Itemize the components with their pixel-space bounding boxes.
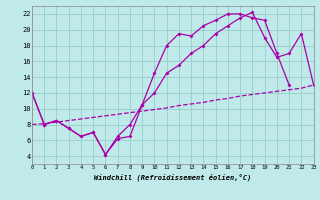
X-axis label: Windchill (Refroidissement éolien,°C): Windchill (Refroidissement éolien,°C) <box>94 173 252 181</box>
